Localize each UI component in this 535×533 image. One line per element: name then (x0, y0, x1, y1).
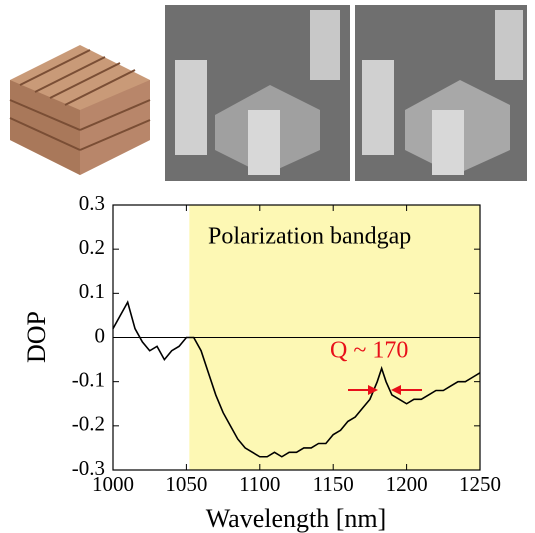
y-axis-label: DOP (22, 311, 51, 363)
figure: DOP Wavelength [nm] 0.30.20.10-0.1-0.2-0… (0, 0, 535, 533)
x-tick-label: 1050 (165, 472, 207, 496)
woodpile-illustration (10, 45, 150, 175)
x-tick-label: 1100 (239, 472, 280, 496)
y-tick-label: -0.2 (72, 412, 105, 436)
x-tick-label: 1250 (459, 472, 501, 496)
annotation: Q ~ 170 (330, 338, 408, 364)
y-tick-label: 0.1 (79, 279, 105, 303)
y-tick-label: 0 (95, 323, 106, 347)
x-tick-label: 1150 (313, 472, 354, 496)
x-tick-label: 1200 (386, 472, 428, 496)
x-tick-label: 1000 (92, 472, 134, 496)
y-tick-label: 0.3 (79, 191, 105, 215)
annotation: Polarization bandgap (208, 224, 411, 250)
sem-image-2 (355, 5, 527, 181)
x-axis-label: Wavelength [nm] (206, 504, 387, 533)
sem-image-1 (165, 5, 350, 181)
y-tick-label: -0.1 (72, 367, 105, 391)
y-tick-label: 0.2 (79, 235, 105, 259)
